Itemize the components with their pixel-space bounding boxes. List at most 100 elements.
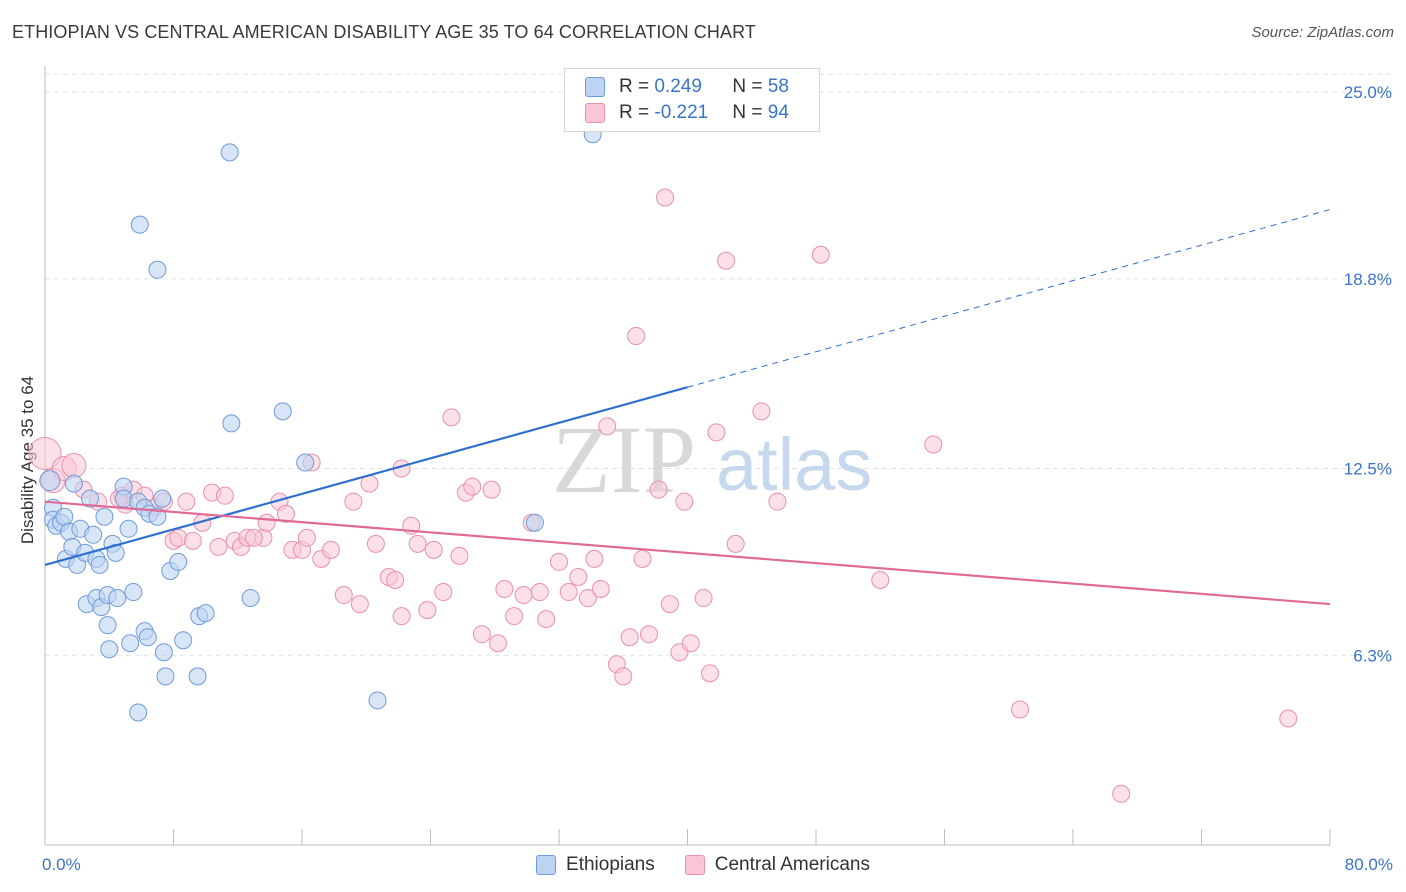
central-americans-point [656,188,675,207]
legend-r-label: R = [619,76,655,97]
legend-swatch-blue [585,77,605,97]
y-tick-label: 12.5% [1344,460,1392,479]
ethiopians-point [108,589,127,608]
central-americans-point [752,402,771,421]
ethiopians-point [174,631,193,650]
legend-swatch-pink [684,855,705,875]
central-americans-point [569,567,588,586]
ethiopians-trend-extension [687,209,1331,388]
ethiopians-point [64,474,83,493]
gridlines [45,73,1392,656]
central-americans-point [707,423,726,442]
legend-row-central-americans: R = -0.221 N = 94 [585,101,789,125]
ethiopians-point [220,143,239,162]
ethiopians-point [368,691,387,710]
central-americans-point [639,625,658,644]
y-tick-label: 6.3% [1353,646,1392,665]
ethiopians-point [525,513,544,532]
ethiopians-point [154,643,173,662]
central-americans-point [871,570,890,589]
ethiopians-point [95,507,114,526]
central-americans-point [505,607,524,626]
x-tick-label-max: 80.0% [1345,855,1393,874]
ethiopians-point [129,703,148,722]
ethiopians-point [196,604,215,623]
chart-title: ETHIOPIAN VS CENTRAL AMERICAN DISABILITY… [12,22,756,42]
legend-item-central-americans[interactable]: Central Americans [684,852,870,878]
legend-n-value: 94 [767,102,789,123]
central-americans-point [297,528,316,547]
central-americans-point [434,583,453,602]
central-americans-point [442,408,461,427]
central-americans-point [276,504,295,523]
central-americans-point [177,492,196,511]
ethiopians-point [98,616,117,635]
ethiopians-point [39,470,61,492]
central-americans-point [627,327,646,346]
watermark-atlas: atlas [716,423,872,506]
central-americans-point [1279,709,1298,728]
central-americans-points [28,188,1298,803]
tick-labels: 6.3% 12.5% 18.8% 25.0% 0.0% 80.0% [42,83,1393,874]
trend-lines [44,209,1331,606]
central-americans-point [450,546,469,565]
central-americans-point [1010,700,1029,719]
central-americans-point [183,531,202,550]
central-americans-point [694,589,713,608]
central-americans-point [257,513,276,532]
central-americans-point [488,634,507,653]
central-americans-point [495,580,514,599]
ethiopians-point [156,667,175,686]
central-americans-point [408,534,427,553]
ethiopians-point [169,552,188,571]
central-americans-point [424,540,443,559]
ethiopians-point [241,589,260,608]
central-americans-point [614,667,633,686]
central-americans-point [321,540,340,559]
legend-r-label: R = [619,102,655,123]
central-americans-point [392,607,411,626]
central-americans-point [334,586,353,605]
legend-swatch-pink [585,103,605,123]
series-legend: Ethiopians Central Americans [0,852,1406,878]
ethiopians-point [296,453,315,472]
legend-r-value: 0.249 [654,76,702,97]
central-americans-point [591,580,610,599]
central-americans-point [482,480,501,499]
ethiopians-point [84,525,103,544]
central-americans-point [559,583,578,602]
ethiopians-point [273,402,292,421]
ethiopians-point [121,634,140,653]
central-americans-point [209,537,228,556]
central-americans-point [660,595,679,614]
central-americans-point [366,534,385,553]
y-tick-label: 18.8% [1344,270,1392,289]
ethiopians-point [80,489,99,508]
ethiopians-points [39,125,602,722]
central-americans-point [463,477,482,496]
ethiopians-trend-line [44,386,688,566]
central-americans-point [386,570,405,589]
ethiopians-point [119,519,138,538]
central-americans-point [717,251,736,270]
ethiopians-point [148,507,167,526]
source-credit: Source: ZipAtlas.com [1251,24,1394,41]
central-americans-point [811,245,830,264]
central-americans-point [28,437,62,470]
central-americans-point [633,549,652,568]
ethiopians-point [222,414,241,433]
legend-n-label: N = [732,102,768,123]
watermark-zip: ZIP [552,406,696,513]
ethiopians-point [148,260,167,279]
central-americans-trend-line [44,500,1331,606]
ethiopians-point [138,628,157,647]
ethiopians-point [90,555,109,574]
ethiopians-point [188,667,207,686]
central-americans-point [344,492,363,511]
central-americans-point [675,492,694,511]
x-tick-label-min: 0.0% [42,855,81,874]
central-americans-point [514,586,533,605]
legend-row-ethiopians: R = 0.249 N = 58 [585,75,789,99]
legend-item-ethiopians[interactable]: Ethiopians [536,852,655,878]
